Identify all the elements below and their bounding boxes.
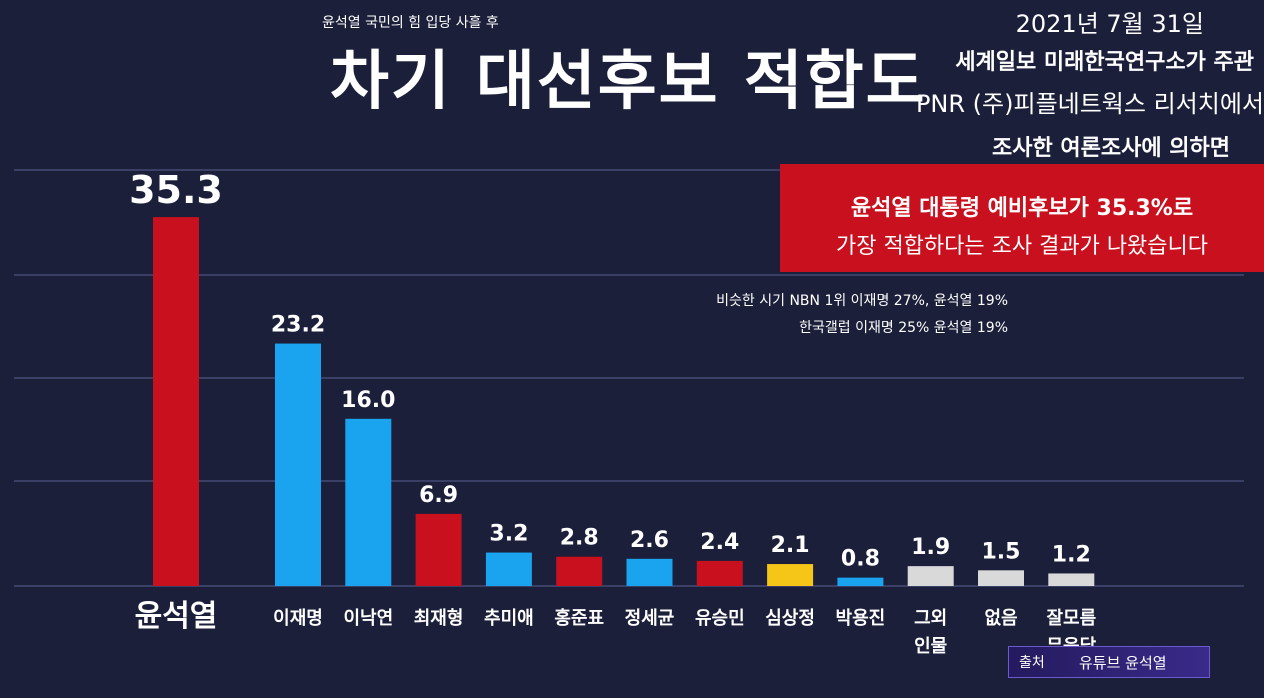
info-line-2: PNR (주)피플네트웍스 리서치에서 <box>915 90 1264 118</box>
survey-date: 2021년 7월 31일 <box>1015 10 1204 38</box>
bar <box>696 560 743 586</box>
bar-value-label: 0.8 <box>841 547 880 572</box>
category-tick-label: 심상정 <box>765 608 815 629</box>
chart-subtitle: 윤석열 국민의 힘 입당 사흘 후 <box>322 15 499 31</box>
bar-value-label: 35.3 <box>129 168 223 212</box>
source-name: 유튜브 윤석열 <box>1079 654 1167 672</box>
category-tick-label: 없음 <box>984 608 1017 629</box>
category-tick-label: 잘모름 <box>1046 608 1096 629</box>
bar <box>153 217 199 587</box>
category-tick-label: 홍준표 <box>554 607 604 629</box>
category-tick-label: 이재명 <box>273 608 323 629</box>
highlight-line-1: 윤석열 대통령 예비후보가 35.3%로 <box>850 196 1194 221</box>
info-line-3: 조사한 여론조사에 의하면 <box>992 136 1230 161</box>
category-tick-label: 이낙연 <box>343 608 393 629</box>
bar <box>1048 573 1095 586</box>
category-tick-label: 유승민 <box>695 608 745 629</box>
bar-value-label: 1.5 <box>982 539 1021 564</box>
category-tick-label: 윤석열 <box>135 599 218 634</box>
bar <box>626 558 673 586</box>
bar <box>415 513 462 586</box>
bar <box>978 570 1024 586</box>
category-tick-label: 추미애 <box>484 608 534 629</box>
note-line-1: 비슷한 시기 NBN 1위 이재명 27%, 윤석열 19% <box>716 293 1008 309</box>
category-tick-label: 그외 <box>914 608 947 629</box>
highlight-line-2: 가장 적합하다는 조사 결과가 나왔습니다 <box>835 234 1209 259</box>
bar-value-label: 1.2 <box>1052 542 1091 567</box>
bar <box>556 556 603 586</box>
note-line-2: 한국갤럽 이재명 25% 윤석열 19% <box>799 320 1008 336</box>
bar <box>485 552 532 586</box>
bar-value-label: 6.9 <box>419 483 458 508</box>
bar-value-label: 3.2 <box>489 522 528 547</box>
bar-value-label: 2.4 <box>700 530 739 555</box>
bar <box>907 566 954 586</box>
bar-value-label: 23.2 <box>271 313 325 338</box>
bar-value-label: 2.6 <box>630 528 669 553</box>
highlight-box: 윤석열 대통령 예비후보가 35.3%로 가장 적합하다는 조사 결과가 나왔습… <box>780 164 1264 272</box>
category-tick-label: 최재형 <box>414 608 464 629</box>
source-badge: 출처 유튜브 윤석열 <box>1008 646 1210 678</box>
info-line-1: 세계일보 미래한국연구소가 주관 <box>955 50 1254 75</box>
bar-value-label: 16.0 <box>341 388 395 413</box>
bar-value-label: 1.9 <box>911 535 950 560</box>
category-tick-label: 정세균 <box>625 608 675 629</box>
category-tick-label: 박용진 <box>836 608 886 629</box>
bar <box>275 343 321 586</box>
chart-title: 차기 대선후보 적합도 <box>330 45 927 119</box>
bar <box>837 577 884 586</box>
category-tick-label: 인물 <box>914 636 947 657</box>
source-label: 출처 <box>1019 655 1045 671</box>
bar <box>345 418 392 586</box>
bar <box>767 564 814 586</box>
bar-value-label: 2.8 <box>560 526 599 551</box>
bar-value-label: 2.1 <box>771 533 810 558</box>
